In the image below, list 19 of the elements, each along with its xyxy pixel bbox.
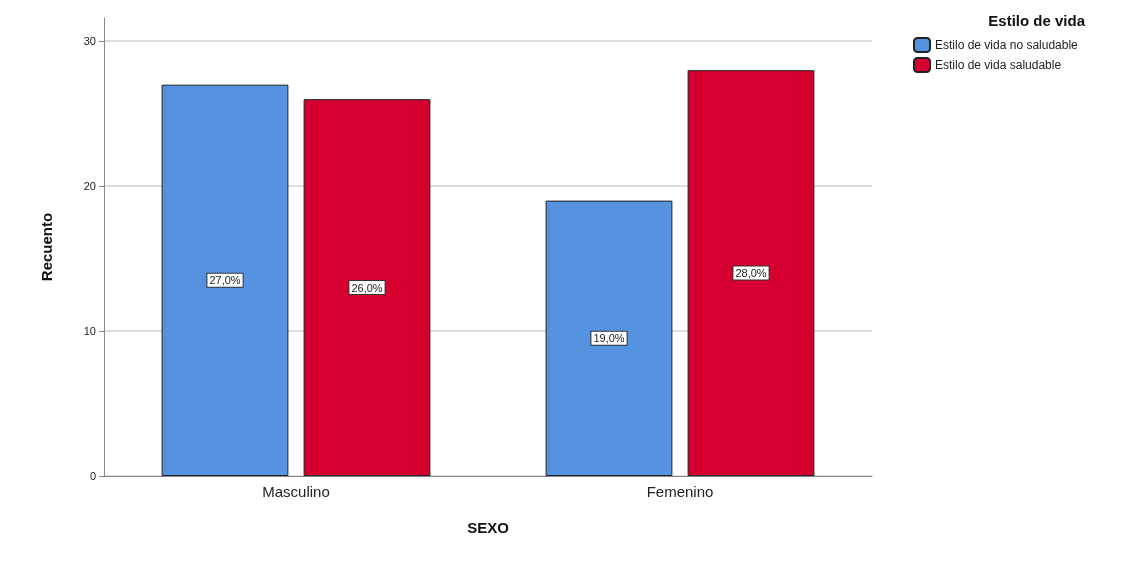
y-axis-title: Recuento — [38, 212, 55, 282]
data-label: 27,0% — [209, 274, 241, 287]
x-tick-label: Femenino — [646, 483, 714, 500]
bar — [303, 99, 431, 476]
bar — [545, 200, 673, 476]
legend-label: Estilo de vida no saludable — [935, 38, 1079, 52]
x-tick-label: Masculino — [262, 483, 330, 500]
data-label: 19,0% — [593, 332, 625, 345]
legend-title: Estilo de vida — [988, 12, 1086, 29]
y-tick-label: 0 — [89, 470, 96, 482]
data-label: 26,0% — [351, 281, 383, 294]
bar — [161, 84, 289, 476]
x-axis-title: SEXO — [467, 519, 510, 536]
y-tick-label: 20 — [83, 180, 96, 193]
data-label: 28,0% — [735, 267, 767, 280]
bar — [687, 70, 815, 476]
y-tick-label: 10 — [83, 325, 96, 338]
legend-label: Estilo de vida saludable — [935, 58, 1062, 72]
y-tick-label: 30 — [83, 35, 96, 48]
